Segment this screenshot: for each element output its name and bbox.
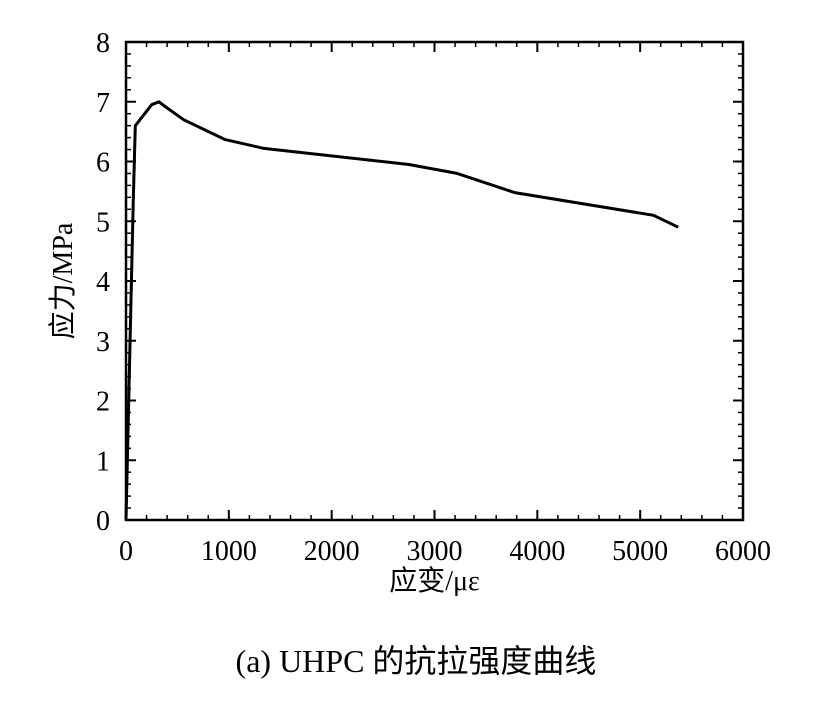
tick-labels: 0 1000 2000 3000 4000 5000 6000 0 1 2 3 4 5 6 7 8 — [96, 28, 771, 567]
y-tick-label: 3 — [96, 327, 110, 358]
y-tick-label: 6 — [96, 148, 110, 179]
plot-frame — [124, 40, 745, 522]
x-tick-label: 0 — [119, 536, 133, 567]
stress-strain-curve — [124, 100, 679, 521]
minor-ticks — [126, 42, 743, 520]
x-tick-label: 1000 — [201, 536, 257, 567]
x-tick-label: 4000 — [509, 536, 565, 567]
y-axis-label: 应力/MPa — [47, 222, 79, 339]
x-tick-label: 2000 — [304, 536, 360, 567]
y-tick-label: 5 — [96, 207, 110, 238]
y-tick-label: 7 — [96, 88, 110, 119]
stress-strain-chart: 0 1000 2000 3000 4000 5000 6000 0 1 2 3 4 5 6 7 8 应变/με… — [47, 28, 771, 597]
x-tick-label: 3000 — [407, 536, 463, 567]
y-tick-label: 8 — [96, 28, 110, 59]
y-tick-label: 2 — [96, 387, 110, 418]
y-tick-label: 4 — [96, 267, 110, 298]
x-tick-label: 6000 — [715, 536, 771, 567]
x-tick-label: 5000 — [612, 536, 668, 567]
y-tick-label: 0 — [96, 506, 110, 537]
major-ticks — [125, 41, 744, 521]
figure-caption: (a) UHPC 的抗拉强度曲线 — [235, 643, 597, 679]
y-tick-label: 1 — [96, 446, 110, 477]
x-axis-label: 应变/με — [389, 565, 480, 597]
